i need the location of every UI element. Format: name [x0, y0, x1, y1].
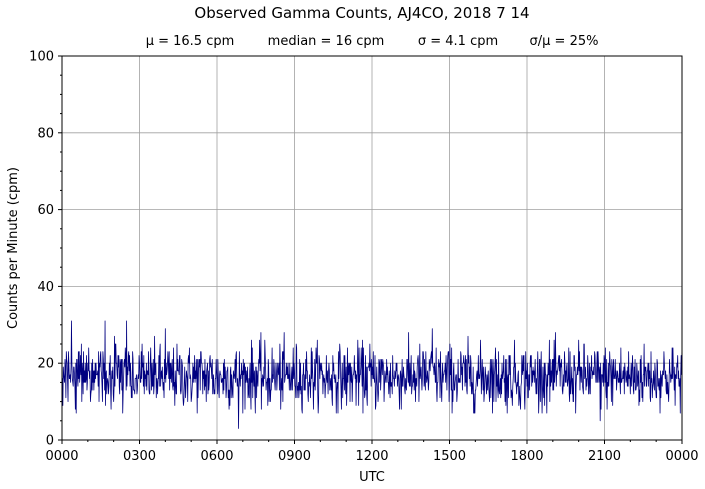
x-tick-label: 0300 [123, 449, 156, 464]
chart-title: Observed Gamma Counts, AJ4CO, 2018 7 14 [194, 4, 529, 22]
x-tick-label: 0000 [665, 449, 698, 464]
stat-median: median = 16 cpm [268, 34, 385, 49]
y-tick-label: 80 [37, 126, 54, 141]
x-tick-label: 2100 [588, 449, 621, 464]
y-tick-label: 20 [37, 357, 54, 372]
x-axis-label: UTC [359, 470, 385, 485]
x-tick-label: 1800 [510, 449, 543, 464]
y-tick-label: 60 [37, 203, 54, 218]
y-axis: 0 20 40 60 80 100 [29, 50, 62, 449]
y-axis-label: Counts per Minute (cpm) [6, 167, 21, 329]
x-axis: 0000 0300 0600 0900 1200 1500 1800 2100 0000 [45, 440, 699, 464]
y-tick-label: 0 [46, 434, 54, 449]
y-tick-label: 100 [29, 50, 54, 65]
stat-std: σ = 4.1 cpm [418, 34, 498, 49]
x-tick-label: 0000 [45, 449, 78, 464]
x-tick-label: 0600 [200, 449, 233, 464]
x-tick-label: 0900 [278, 449, 311, 464]
stats-line: μ = 16.5 cpm median = 16 cpm σ = 4.1 cpm… [146, 34, 599, 49]
stat-mean: μ = 16.5 cpm [146, 34, 235, 49]
y-tick-label: 40 [37, 280, 54, 295]
x-tick-label: 1200 [355, 449, 388, 464]
x-tick-label: 1500 [433, 449, 466, 464]
series-line [61, 320, 683, 429]
series-group [61, 320, 683, 429]
stat-cv: σ/μ = 25% [530, 34, 599, 49]
